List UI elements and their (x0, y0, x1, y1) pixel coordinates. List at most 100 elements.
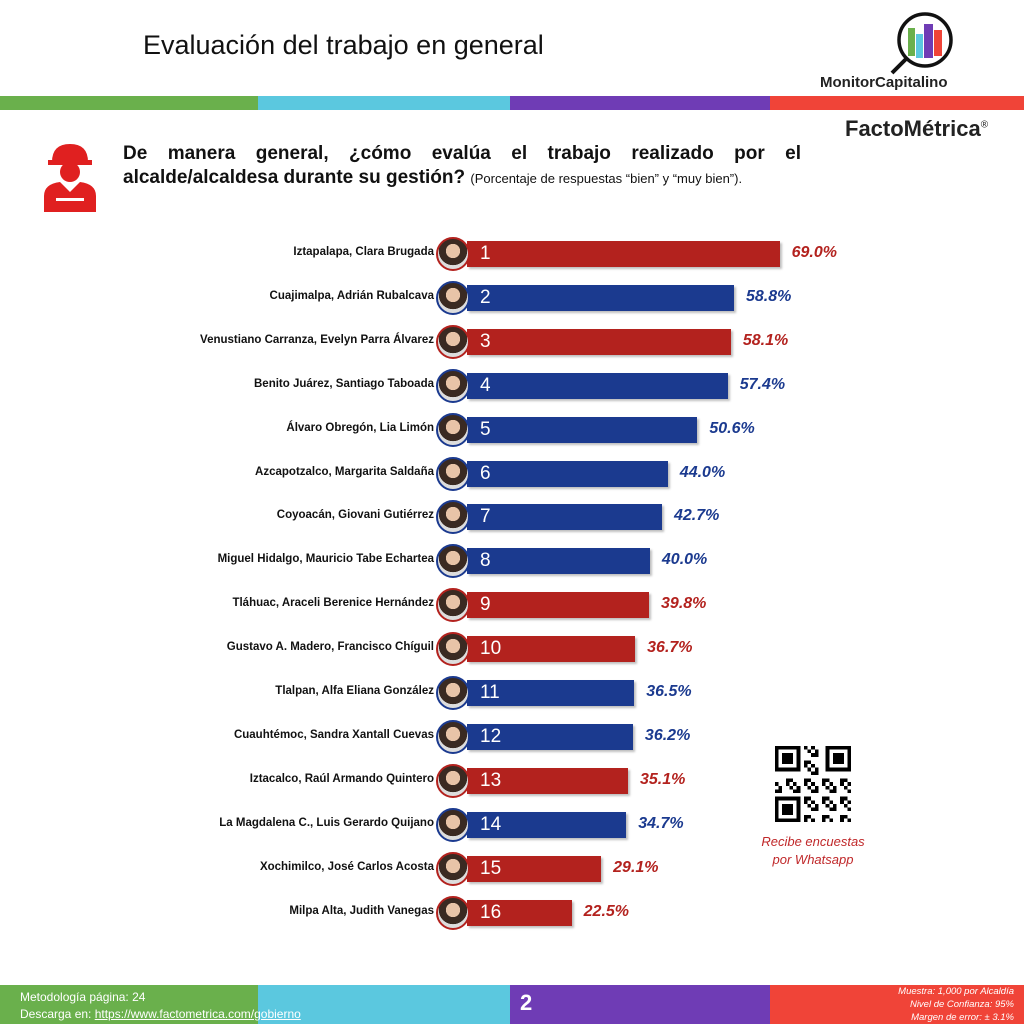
category-label: Iztacalco, Raúl Armando Quintero (249, 772, 434, 785)
registered-mark: ® (980, 119, 989, 131)
stripe-green (0, 96, 258, 110)
avatar (436, 851, 470, 886)
bar-row: Coyoacán, Giovani Gutiérrez 7 42.7% (0, 500, 1024, 535)
bar-row: Milpa Alta, Judith Vanegas 16 22.5% (0, 895, 1024, 930)
question-text: De manera general, ¿cómo evalúa el traba… (123, 143, 801, 188)
avatar (436, 368, 470, 403)
category-label: La Magdalena C., Luis Gerardo Quijano (219, 816, 434, 829)
category-label: Tlalpan, Alfa Eliana González (275, 685, 434, 697)
value-label: 58.8% (746, 287, 792, 305)
category-label: Gustavo A. Madero, Francisco Chíguil (226, 641, 434, 654)
rank-label: 9 (480, 594, 491, 616)
bar (467, 504, 662, 531)
stripe-red (770, 96, 1024, 110)
value-label: 35.1% (640, 770, 686, 788)
value-label: 34.7% (638, 814, 684, 832)
bar-row: Xochimilco, José Carlos Acosta 15 29.1% (0, 851, 1024, 886)
bar (467, 899, 572, 926)
value-label: 36.5% (646, 683, 692, 700)
bar (467, 328, 731, 355)
avatar (436, 544, 470, 579)
value-label: 39.8% (661, 595, 707, 613)
rank-label: 15 (480, 857, 502, 879)
bar-row: Tláhuac, Araceli Berenice Hernández 9 39.8… (0, 588, 1024, 623)
bar (467, 811, 627, 838)
qr-caption: Recibe encuestas por Whatsapp (750, 833, 876, 869)
footer-purple (510, 985, 770, 1024)
download-link[interactable]: https://www.factometrica.com/gobierno (94, 1007, 301, 1021)
bar-row: Benito Juárez, Santiago Taboada 4 57.4% (0, 368, 1024, 403)
avatar (436, 500, 470, 535)
category-label: Venustiano Carranza, Evelyn Parra Álvare… (200, 333, 434, 346)
bar-row: Cuajimalpa, Adrián Rubalcava 2 58.8% (0, 280, 1024, 315)
avatar (436, 588, 470, 623)
value-label: 69.0% (791, 244, 837, 261)
bar (467, 460, 668, 487)
download-label: Descarga en: (20, 1007, 92, 1021)
value-label: 22.5% (583, 902, 630, 920)
bar (467, 855, 602, 882)
bar-row: Azcapotzalco, Margarita Saldaña 6 44.0% (0, 456, 1024, 491)
bar-row: Iztacalco, Raúl Armando Quintero 13 35.1% (0, 763, 1024, 798)
bar-row: Gustavo A. Madero, Francisco Chíguil 10 36… (0, 632, 1024, 667)
sample-text: Muestra: 1,000 por Alcaldía (898, 986, 1014, 997)
category-label: Miguel Hidalgo, Mauricio Tabe Echartea (217, 553, 434, 566)
bar (467, 767, 628, 794)
avatar (436, 719, 470, 754)
avatar (436, 324, 470, 359)
confidence-text: Nivel de Confianza: 95% (909, 999, 1014, 1010)
bar (467, 241, 780, 267)
bar (467, 372, 728, 399)
margin-text: Margen de error: ± 3.1% (911, 1012, 1014, 1023)
rank-label: 13 (480, 769, 502, 791)
category-label: Cuauhtémoc, Sandra Xantall Cuevas (233, 728, 434, 741)
bar (467, 723, 633, 750)
footer-green (0, 985, 258, 1024)
footer-info: Metodología página: 24 Descarga en: http… (20, 989, 301, 1023)
footer-red (770, 985, 1024, 1024)
bar (467, 416, 698, 443)
avatar (436, 412, 470, 447)
worker-icon (44, 144, 96, 212)
rank-label: 7 (480, 506, 491, 528)
qr-caption-line-2: por Whatsapp (772, 852, 854, 867)
rank-label: 4 (480, 374, 491, 396)
category-label: Coyoacán, Giovani Gutiérrez (276, 509, 434, 522)
category-label: Cuajimalpa, Adrián Rubalcava (269, 289, 434, 302)
footer-cyan (258, 985, 510, 1024)
value-label: 36.2% (644, 726, 691, 744)
value-label: 44.0% (679, 463, 726, 481)
avatar (436, 807, 470, 842)
rank-label: 12 (480, 725, 502, 747)
stripe-cyan (258, 96, 510, 110)
avatar (436, 895, 470, 930)
rank-label: 16 (480, 901, 502, 923)
bar (467, 284, 734, 311)
category-label: Xochimilco, José Carlos Acosta (259, 860, 434, 873)
value-label: 42.7% (673, 507, 720, 525)
bar-row: Tlalpan, Alfa Eliana González 11 36.5% (0, 676, 1024, 710)
bar (467, 680, 635, 706)
bar (467, 548, 650, 575)
survey-details: Muestra: 1,000 por Alcaldía Nivel de Con… (898, 985, 1014, 1024)
rank-label: 3 (480, 330, 491, 352)
qr-caption-line-1: Recibe encuestas (761, 834, 865, 849)
rank-label: 6 (480, 462, 491, 484)
bar (467, 636, 636, 663)
bar-row: Venustiano Carranza, Evelyn Parra Álvare… (0, 324, 1024, 359)
category-label: Benito Juárez, Santiago Taboada (254, 377, 434, 390)
logo-text: MonitorCapitalino (820, 74, 948, 91)
value-label: 58.1% (742, 331, 789, 349)
avatar (436, 237, 470, 271)
avatar (436, 676, 470, 710)
value-label: 36.7% (647, 639, 693, 657)
qr-code-icon (775, 746, 851, 822)
category-label: Tláhuac, Araceli Berenice Hernández (232, 597, 434, 610)
avatar (436, 280, 470, 315)
bar-row: Cuauhtémoc, Sandra Xantall Cuevas 12 36.2% (0, 719, 1024, 754)
bar (467, 592, 650, 619)
stripe-purple (510, 96, 770, 110)
page-title: Evaluación del trabajo en general (143, 30, 544, 60)
category-label: Milpa Alta, Judith Vanegas (289, 904, 434, 917)
avatar (436, 456, 470, 491)
